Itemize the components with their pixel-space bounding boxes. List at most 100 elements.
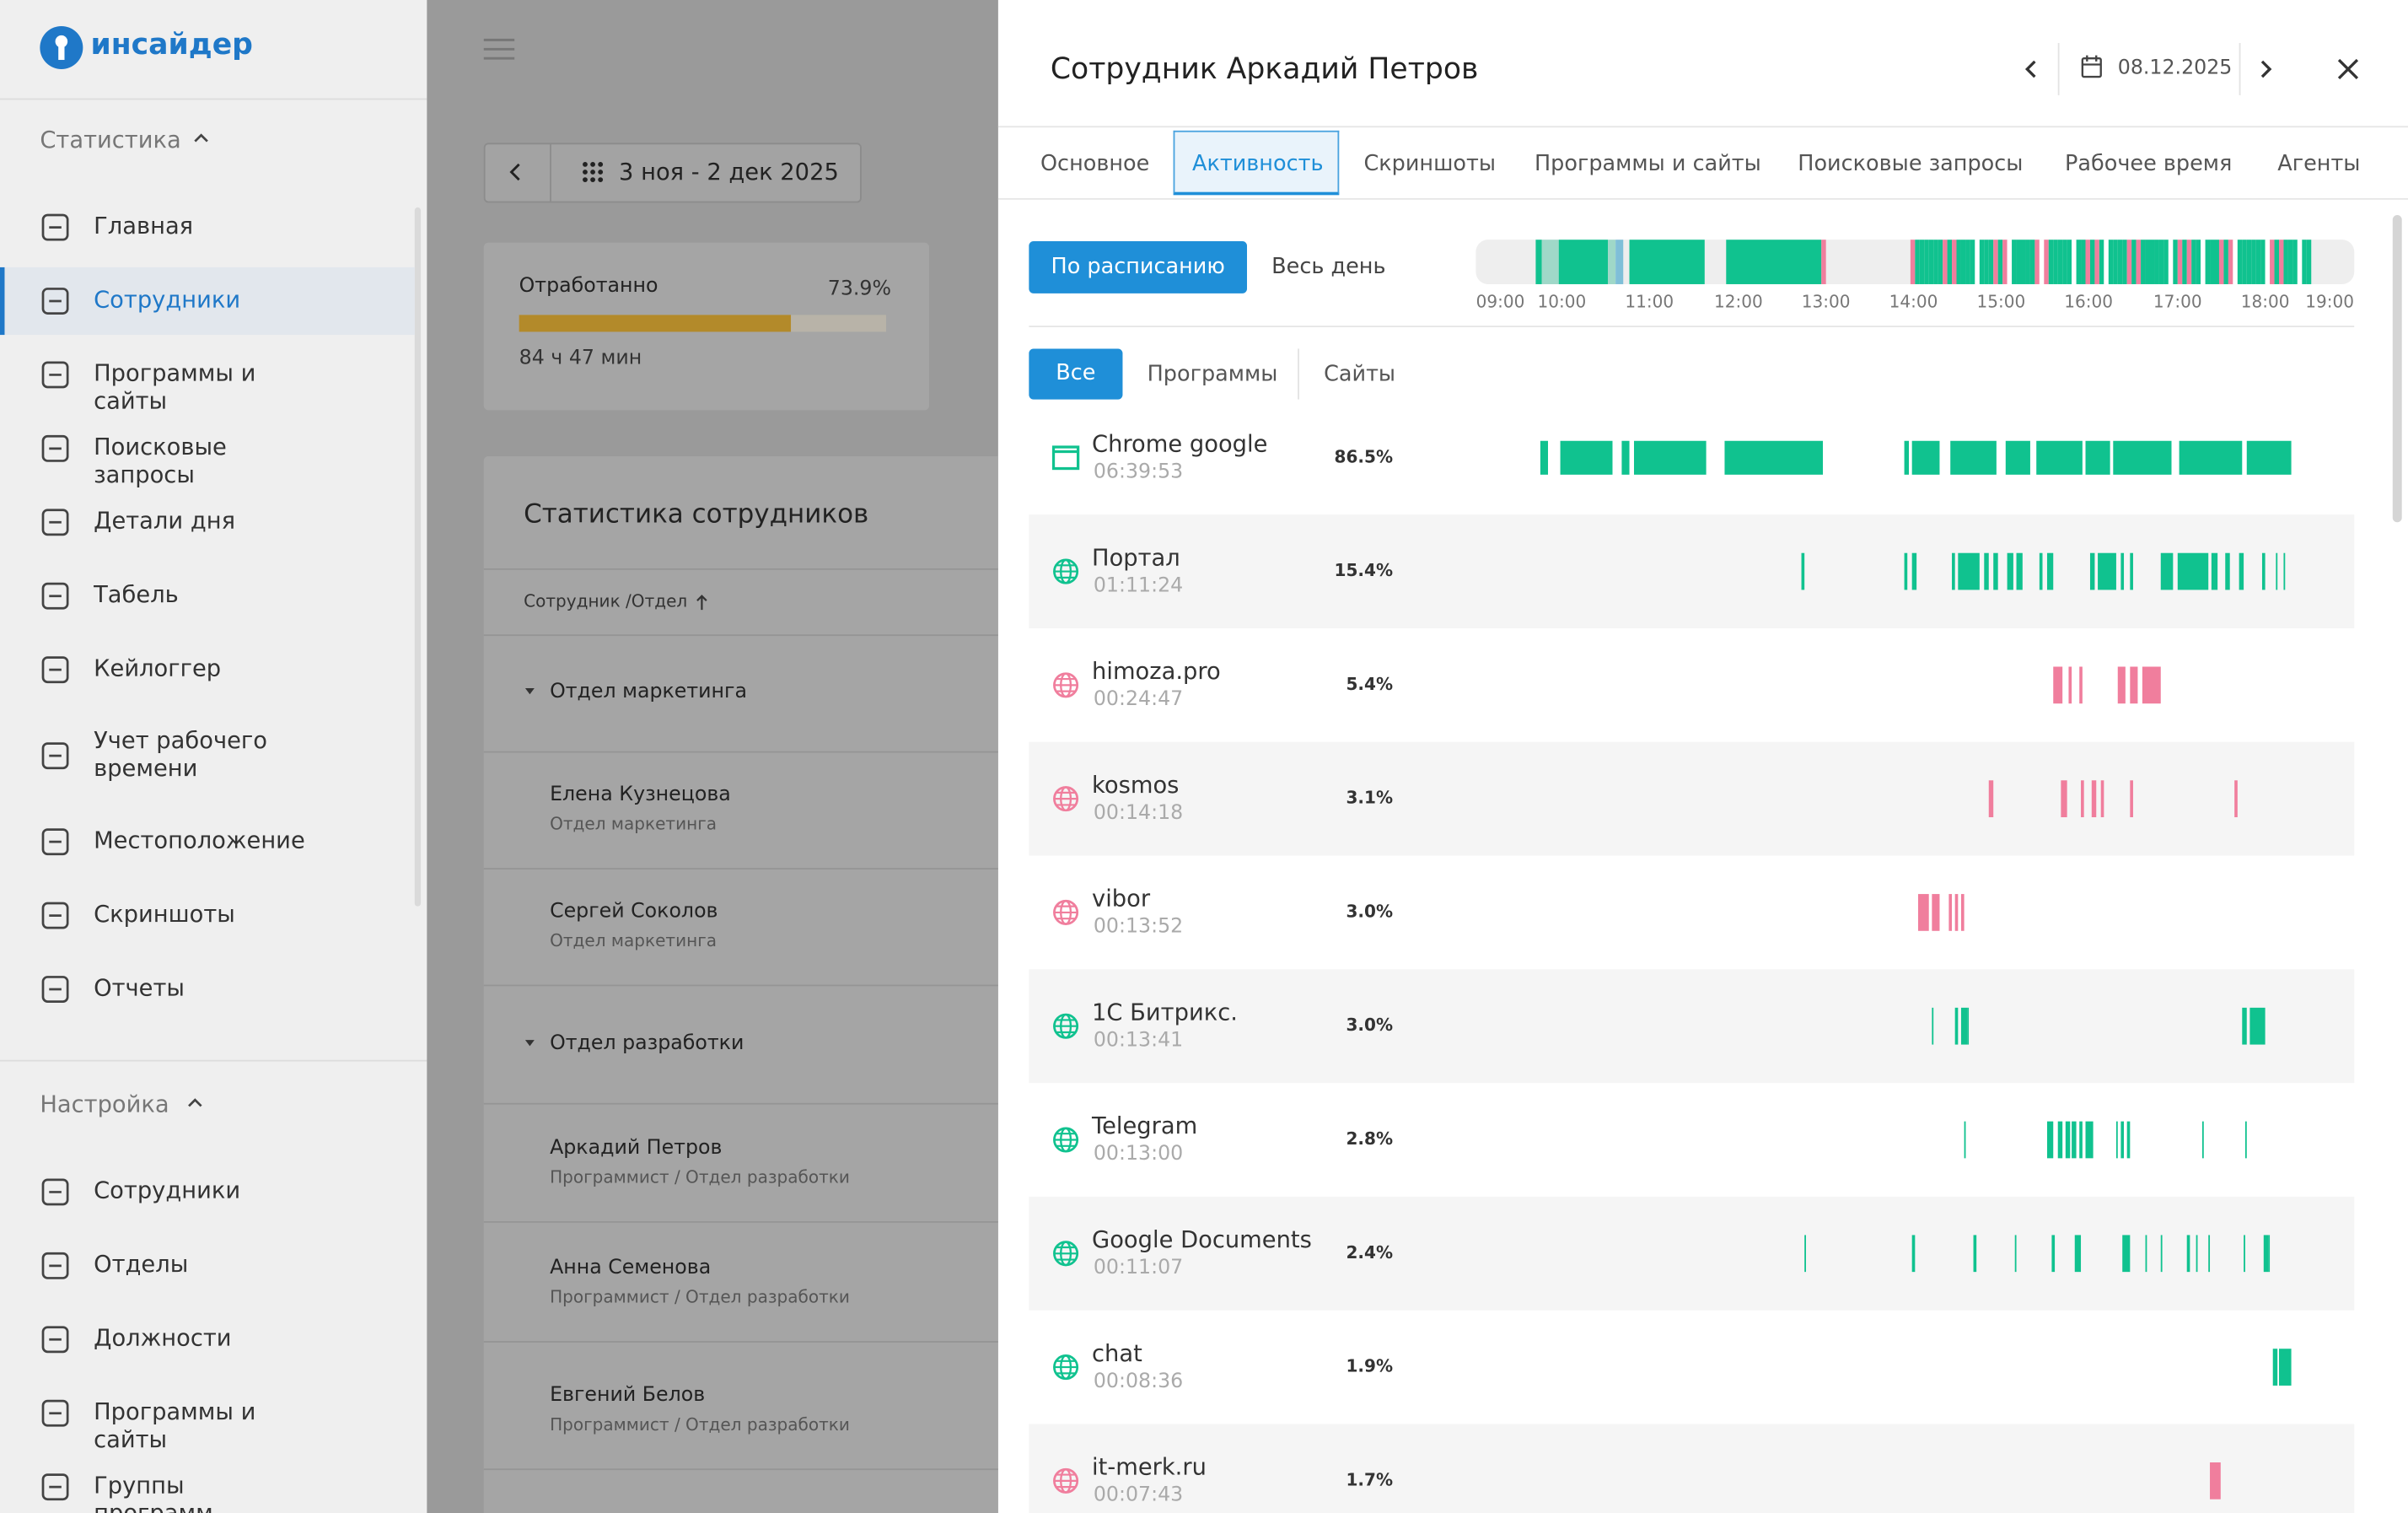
nav-active-bg (0, 267, 415, 336)
app-name[interactable]: chat (1092, 1339, 1142, 1368)
scrollbar (2392, 215, 2402, 523)
section-title[interactable]: Настройка (40, 1090, 169, 1119)
nav-item[interactable]: Кейлоггер (94, 654, 222, 682)
nav-item[interactable]: Отделы (94, 1250, 189, 1279)
activity-segment (2065, 1121, 2071, 1159)
app-name[interactable]: it-merk.ru (1092, 1453, 1207, 1481)
timeline-segment (2237, 240, 2243, 284)
hour-label: 15:00 (1976, 292, 2026, 312)
caret[interactable] (194, 127, 209, 153)
prev-day[interactable] (2023, 57, 2041, 81)
filter[interactable]: Программы (1147, 362, 1278, 388)
timeline-segment (1924, 240, 1929, 284)
mode-button-active[interactable]: По расписанию (1029, 240, 1248, 293)
filter-active[interactable]: Все (1029, 348, 1123, 400)
employee-name[interactable]: Елена Кузнецова (550, 783, 731, 807)
next-day[interactable] (2256, 57, 2275, 81)
app-name[interactable]: Портал (1092, 543, 1180, 572)
employee-name[interactable]: Сергей Соколов (550, 900, 718, 923)
tab[interactable]: Скриншоты (1363, 152, 1497, 177)
nav-item[interactable]: Сотрудники (94, 1176, 241, 1205)
nav-item[interactable]: Детали дня (94, 507, 236, 535)
group-name[interactable]: Отдел разработки (550, 1032, 744, 1056)
activity-segment (2276, 552, 2278, 590)
tab[interactable]: Активность (1191, 152, 1324, 177)
app-name[interactable]: himoza.pro (1092, 657, 1221, 686)
nav-item[interactable]: Учет рабочего времени (94, 726, 267, 783)
employee-name[interactable]: Аркадий Петров (550, 1136, 723, 1160)
row-bg (1029, 514, 2355, 628)
tab[interactable]: Программы и сайты (1535, 152, 1761, 177)
activity-segment (2211, 552, 2218, 590)
nav-item[interactable]: Должности (94, 1324, 232, 1352)
timeline-segment (2104, 240, 2109, 284)
app-name[interactable]: Google Documents (1092, 1225, 1312, 1254)
site-icon (1052, 671, 1080, 699)
app-name[interactable]: kosmos (1092, 771, 1180, 800)
hour-label: 16:00 (2064, 292, 2114, 312)
timeline-segment (2044, 240, 2049, 284)
activity-segment (1954, 1007, 1959, 1045)
nav-item[interactable]: Табель (94, 580, 179, 609)
mode-button[interactable]: Весь день (1271, 255, 1386, 280)
timeline-segment (1558, 240, 1609, 284)
app-share: 86.5% (1334, 447, 1394, 467)
employee-role: Программист / Отдел разработки (550, 1414, 850, 1435)
divider (483, 568, 1007, 570)
divider (550, 143, 551, 203)
timeline-segment (1629, 240, 1705, 284)
app-name[interactable]: vibor (1092, 885, 1151, 913)
sort-icon[interactable] (696, 593, 708, 611)
activity-segment (1804, 1235, 1807, 1273)
grid-icon (583, 161, 604, 183)
nav-item[interactable]: Программы и сайты (94, 1397, 256, 1454)
app-share: 3.0% (1346, 902, 1394, 922)
nav-item[interactable]: Сотрудники (94, 285, 241, 314)
caret[interactable] (187, 1092, 202, 1118)
activity-segment (2085, 440, 2110, 475)
site-icon (1052, 899, 1080, 927)
app-name[interactable]: 1С Битрикс. (1092, 998, 1238, 1026)
panel-title: Сотрудник Аркадий Петров (1050, 51, 1479, 87)
filter[interactable]: Сайты (1324, 362, 1396, 388)
date-range-box[interactable] (483, 143, 862, 203)
timeline-segment (2191, 240, 2196, 284)
app-share: 2.4% (1346, 1242, 1394, 1263)
timeline-segment (1541, 240, 1559, 284)
prev-icon[interactable] (507, 159, 525, 184)
nav-item[interactable]: Группы программ (94, 1471, 213, 1513)
close-button[interactable] (2335, 57, 2360, 81)
employee-name[interactable]: Анна Семенова (550, 1256, 712, 1280)
app-name[interactable]: Telegram (1092, 1112, 1198, 1140)
activity-segment (2126, 1121, 2131, 1159)
hour-label: 11:00 (1625, 292, 1674, 312)
timeline-segment (2214, 240, 2219, 284)
tab[interactable]: Основное (1040, 152, 1150, 177)
timeline-segment (2196, 240, 2201, 284)
activity-segment (2089, 552, 2095, 590)
nav-item[interactable]: Отчеты (94, 973, 185, 1002)
activity-segment (2242, 1007, 2247, 1045)
calendar-icon[interactable] (2081, 54, 2103, 78)
nav-item[interactable]: Скриншоты (94, 900, 235, 929)
tab[interactable]: Поисковые запросы (1798, 152, 2024, 177)
group-name[interactable]: Отдел маркетинга (550, 680, 748, 704)
app-name[interactable]: Chrome google (1092, 430, 1268, 458)
timeline-segment (2158, 240, 2164, 284)
section-title[interactable]: Статистика (40, 126, 181, 154)
nav-item[interactable]: Поисковые запросы (94, 433, 227, 489)
app-share: 15.4% (1334, 560, 1394, 581)
column-header[interactable]: Сотрудник /Отдел (524, 591, 688, 611)
tab[interactable]: Рабочее время (2064, 152, 2233, 177)
date[interactable]: 08.12.2025 (2117, 57, 2233, 80)
timeline-segment (1919, 240, 1925, 284)
timeline-segment (2302, 240, 2307, 284)
nav-item[interactable]: Местоположение (94, 826, 305, 854)
nav-item[interactable]: Главная (94, 212, 194, 240)
activity-segment (1621, 440, 1630, 475)
menu-icon[interactable] (482, 37, 516, 62)
app-time: 06:39:53 (1093, 460, 1184, 484)
tab[interactable]: Агенты (2277, 152, 2361, 177)
nav-item[interactable]: Программы и сайты (94, 359, 256, 415)
employee-name[interactable]: Евгений Белов (550, 1384, 706, 1408)
